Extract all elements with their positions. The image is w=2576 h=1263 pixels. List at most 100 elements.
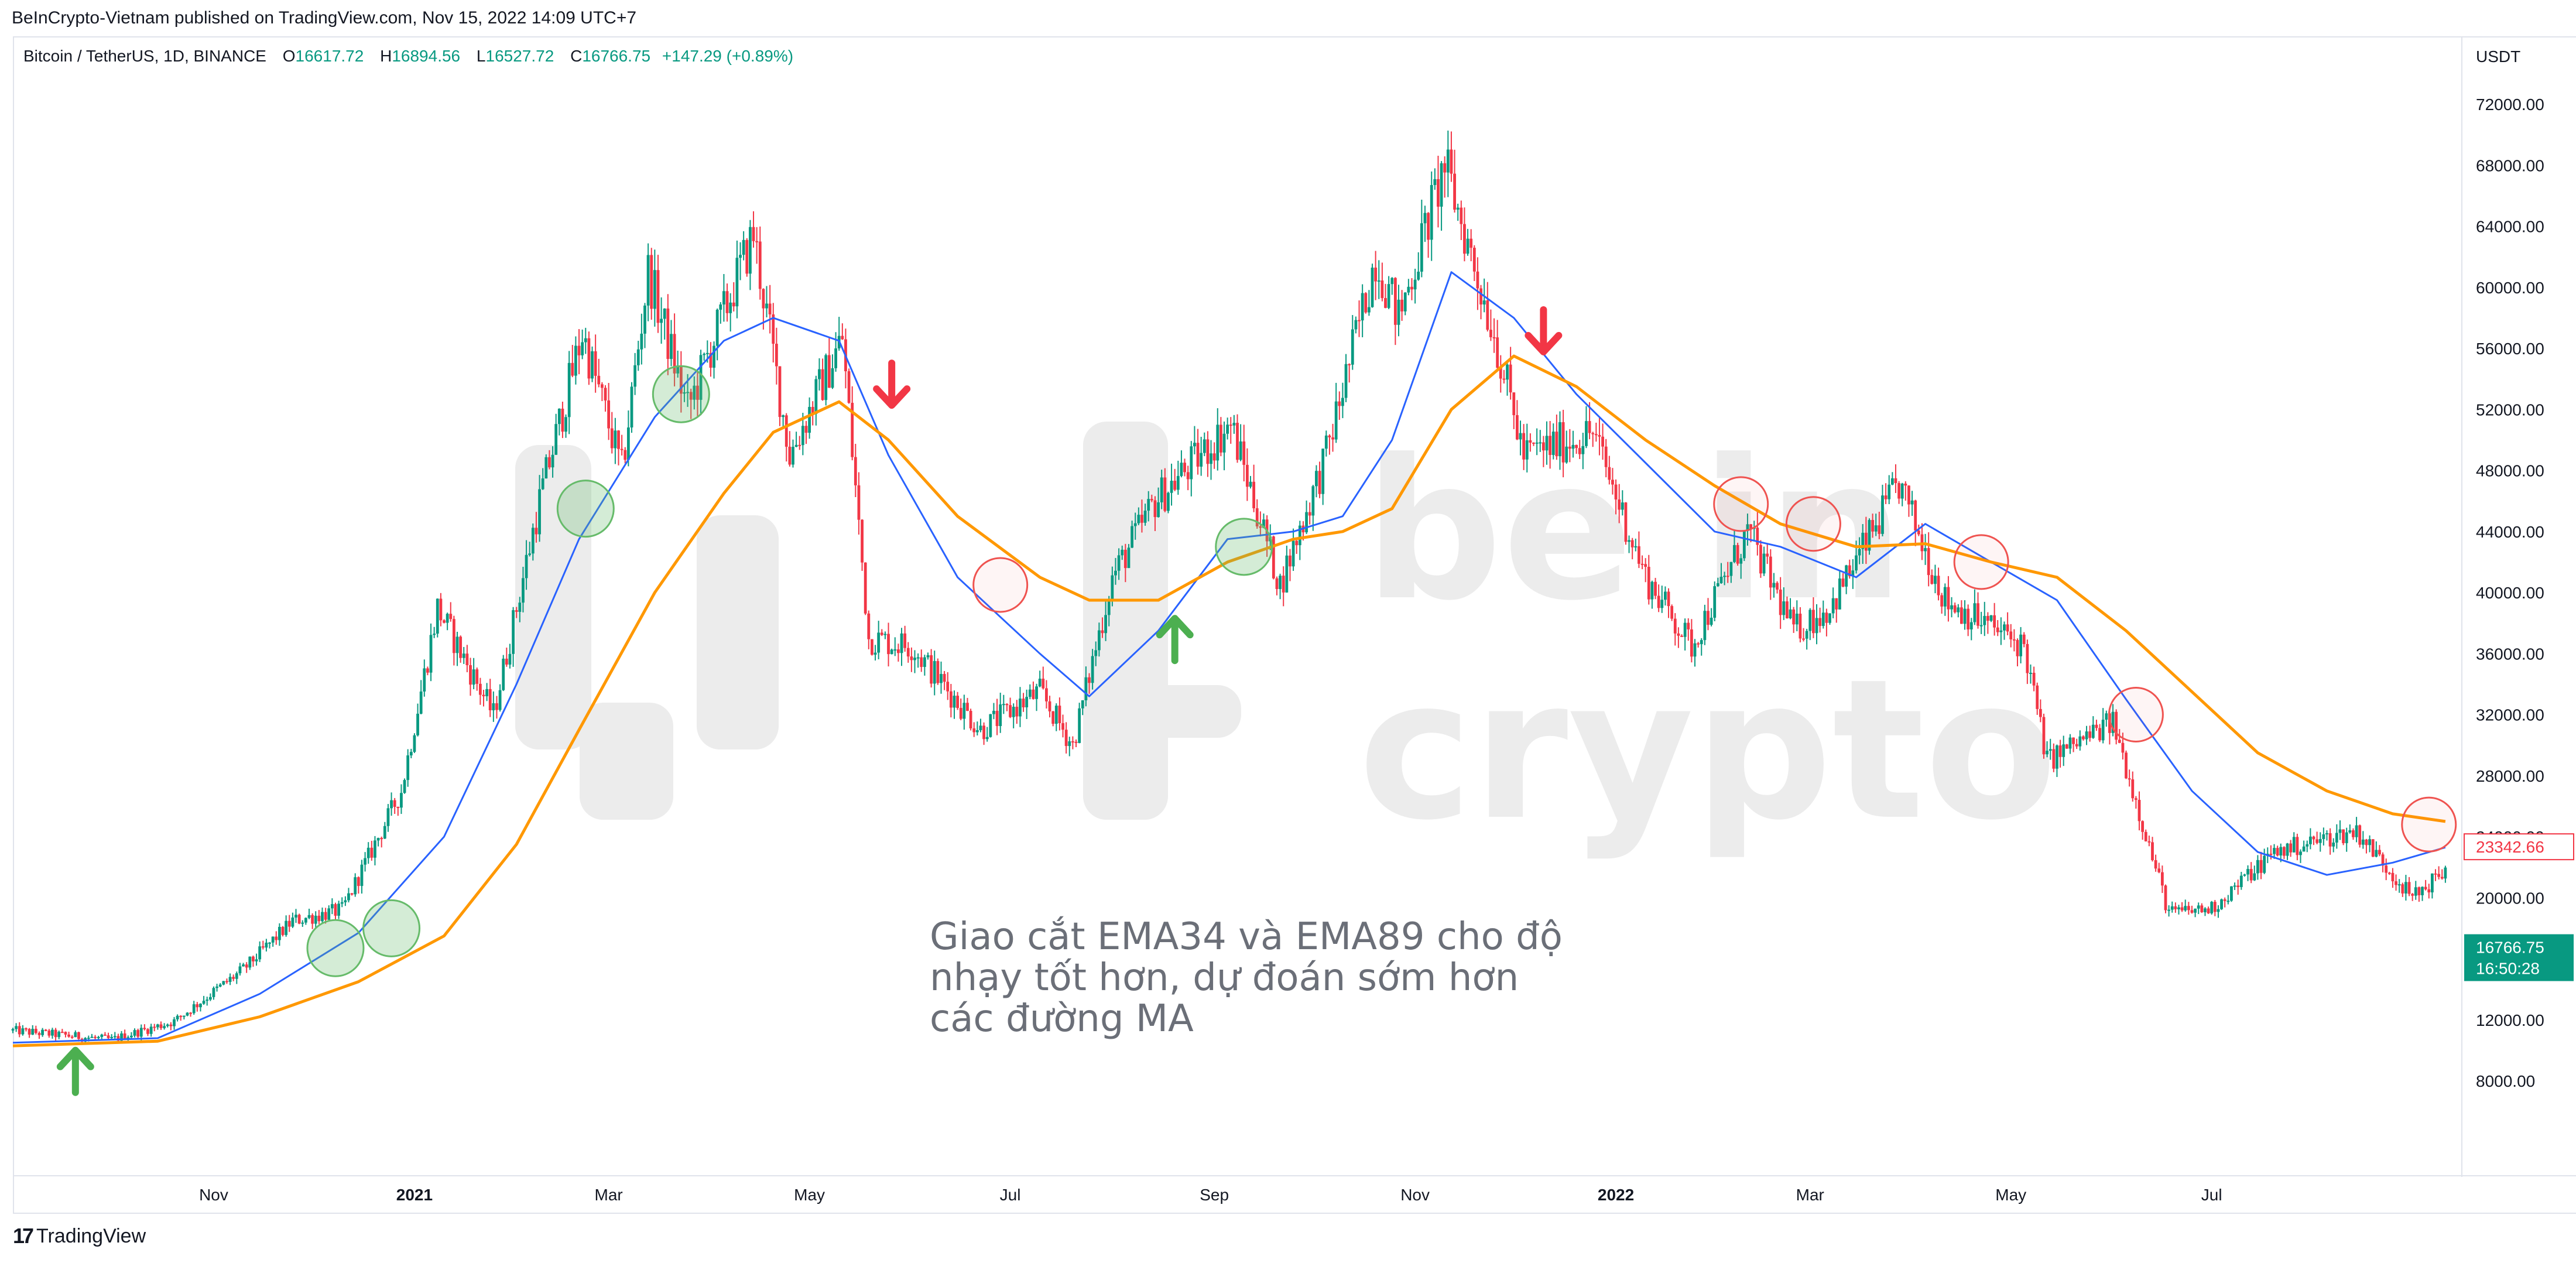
candle-body	[1858, 549, 1861, 556]
candle	[173, 1016, 176, 1030]
candle	[2125, 750, 2128, 779]
candle	[1025, 689, 1029, 720]
symbol-name[interactable]: Bitcoin / TetherUS, 1D, BINANCE	[23, 47, 266, 65]
candle	[1960, 600, 1963, 624]
candle-body	[2440, 877, 2444, 879]
candle	[1229, 417, 1232, 444]
candle-body	[528, 553, 532, 555]
candle	[2062, 735, 2065, 766]
candle	[620, 434, 624, 456]
candle	[1117, 548, 1121, 580]
candle	[488, 679, 492, 717]
ema-price-tag-text: 23342.66	[2476, 838, 2544, 856]
candle-body	[1640, 563, 1644, 565]
time-axis[interactable]: Nov 2021 Mar May Jul Sep Nov 2022 Mar May Jul	[13, 1175, 2576, 1214]
candle-body	[1358, 320, 1361, 321]
candle-body	[699, 355, 703, 400]
candle-body	[2404, 882, 2407, 894]
candle-body	[439, 598, 443, 621]
candle	[818, 358, 821, 391]
candle-body	[1578, 448, 1581, 454]
candle-body	[2223, 899, 2226, 901]
candle-body	[472, 669, 475, 685]
candle	[205, 997, 209, 1006]
candle-body	[1384, 298, 1387, 308]
candle-body	[801, 426, 804, 446]
candle-body	[1588, 421, 1591, 433]
price-axis[interactable]: USDT8000.0012000.0016000.0020000.0024000…	[2461, 36, 2574, 1177]
candle-body	[591, 351, 594, 379]
candle-body	[2184, 906, 2187, 911]
candle-body	[626, 427, 630, 460]
candle-body	[989, 714, 992, 737]
candle-body	[900, 633, 903, 653]
time-tick-label: May	[794, 1186, 825, 1204]
candle-body	[1539, 442, 1542, 444]
candle	[792, 439, 794, 468]
candle-body	[1232, 423, 1236, 426]
candle-body	[1482, 300, 1486, 305]
candle-body	[192, 1004, 196, 1014]
candle	[2056, 744, 2058, 777]
candle-body	[1245, 464, 1249, 487]
candle	[1173, 468, 1177, 491]
candle-body	[956, 696, 960, 708]
annotation-line2: nhạy tốt hơn, dự đoán sớm hơn	[930, 956, 1519, 1000]
candle	[1630, 538, 1634, 560]
candle-body	[1328, 435, 1331, 437]
candle	[1496, 320, 1499, 369]
candle	[344, 896, 347, 906]
candle-body	[317, 915, 321, 922]
candle	[1472, 245, 1476, 281]
candle-body	[1967, 608, 1970, 629]
candle-body	[2128, 778, 2131, 780]
candle-body	[2345, 832, 2348, 843]
candle-body	[327, 908, 331, 920]
candle-body	[495, 703, 498, 710]
candle-body	[2437, 874, 2441, 877]
price-tick-label: 64000.00	[2476, 218, 2544, 236]
candle	[287, 915, 291, 932]
candle	[1064, 722, 1068, 754]
time-tick-label: Mar	[595, 1186, 623, 1204]
candle	[798, 436, 801, 450]
candle	[1381, 262, 1384, 302]
candle-body	[1127, 547, 1131, 569]
candle-body	[1868, 520, 1871, 551]
candle-body	[1101, 630, 1104, 634]
candle	[831, 354, 834, 389]
candle-body	[1890, 478, 1894, 485]
candle-body	[594, 351, 597, 376]
candle	[2137, 791, 2141, 831]
candle	[1736, 542, 1739, 566]
candle	[515, 607, 518, 618]
candle-body	[443, 620, 446, 623]
candle-body	[1700, 640, 1703, 645]
candle-body	[110, 1036, 114, 1038]
candle-body	[1272, 536, 1275, 579]
candle	[396, 806, 400, 816]
candle	[1502, 369, 1506, 384]
candle	[880, 629, 883, 636]
candle	[2085, 725, 2088, 745]
candle-body	[159, 1024, 163, 1028]
tradingview-logo[interactable]: 17 TradingView	[13, 1224, 146, 1248]
candle	[54, 1028, 57, 1041]
candle	[149, 1024, 153, 1037]
candle-body	[354, 877, 357, 895]
candle	[2335, 824, 2338, 849]
candle	[554, 413, 558, 455]
buy-arrow-head	[56, 1046, 94, 1070]
candle-body	[1792, 609, 1796, 625]
candle	[1525, 423, 1529, 473]
candle	[1015, 700, 1019, 724]
candle-body	[1680, 635, 1683, 637]
candle	[1969, 618, 1973, 641]
signal-markers-layer	[56, 306, 2457, 1096]
chart-pane[interactable]	[13, 36, 2576, 1213]
candle-body	[972, 728, 976, 733]
candle-body	[1851, 570, 1855, 577]
candle	[2036, 682, 2039, 715]
candle	[1545, 421, 1549, 465]
